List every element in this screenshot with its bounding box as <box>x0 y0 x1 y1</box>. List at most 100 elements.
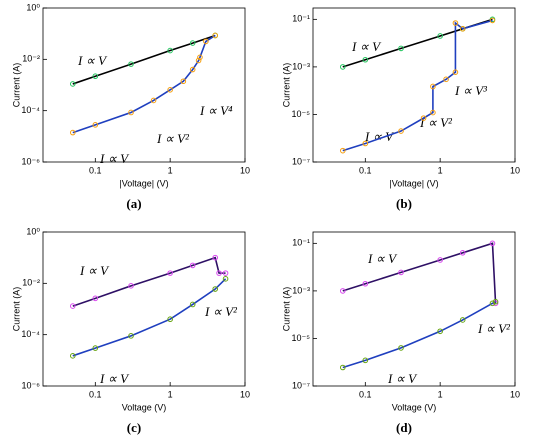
data-point <box>212 286 219 292</box>
y-tick-label: 10⁻² <box>22 54 40 64</box>
x-tick-label: 0.1 <box>89 389 102 399</box>
data-line <box>72 278 227 357</box>
data-point <box>128 333 134 339</box>
data-point <box>189 301 196 308</box>
data-point <box>203 38 209 45</box>
panel-caption: (d) <box>396 420 412 435</box>
annotation: I ∝ V <box>79 263 110 278</box>
panel-caption: (b) <box>396 196 412 211</box>
y-tick-label: 10⁻⁶ <box>22 156 41 166</box>
x-tick-label: 1 <box>438 389 443 399</box>
x-axis-label: Voltage (V) <box>122 402 167 412</box>
panel: 0.1 1 10 10⁰ 10⁻² 10⁻⁴ 10⁻⁶ |Voltage| (V) Curren… <box>11 2 250 211</box>
data-point <box>92 122 99 128</box>
y-axis-label: Current (A) <box>11 63 21 108</box>
data-point <box>150 97 157 104</box>
data-point <box>212 254 219 261</box>
annotation: I ∝ V <box>99 371 130 386</box>
x-tick-label: 10 <box>240 165 250 175</box>
panel: 0.1 1 10 10⁰ 10⁻² 10⁻⁴ 10⁻⁶ Voltage (V) Current … <box>11 226 250 435</box>
x-axis-label: |Voltage| (V) <box>389 178 438 188</box>
data-point <box>167 316 173 323</box>
data-point <box>69 353 76 359</box>
x-tick-label: 10 <box>510 165 520 175</box>
data-point <box>92 345 99 351</box>
data-point <box>437 328 443 335</box>
data-point <box>128 109 134 116</box>
data-point <box>339 147 346 154</box>
annotations: I ∝ V I ∝ V⁴ I ∝ V² I ∝ V I ∝ V I ∝ V³ I… <box>77 39 511 386</box>
data-point <box>420 115 427 121</box>
data-point <box>69 129 76 136</box>
data-point <box>430 83 436 90</box>
data-point <box>167 87 173 93</box>
x-tick-label: 1 <box>168 165 173 175</box>
y-tick-label: 10⁻⁵ <box>292 333 311 343</box>
data-point <box>222 270 229 276</box>
y-axis-label: Current (A) <box>281 63 291 108</box>
data-line <box>72 34 216 85</box>
y-tick-label: 10⁻⁴ <box>21 329 40 339</box>
data-point <box>197 54 203 61</box>
data-point <box>489 300 496 307</box>
data-point <box>339 288 346 294</box>
y-tick-label: 10⁻⁶ <box>22 380 41 390</box>
data-point <box>430 109 436 116</box>
y-axis-label: Current (A) <box>281 287 291 332</box>
y-tick-label: 10⁻³ <box>292 61 310 71</box>
data-point <box>452 69 459 75</box>
data-point <box>489 17 496 24</box>
data-point <box>452 20 459 26</box>
panel: 0.1 1 10 10⁻¹ 10⁻³ 10⁻⁵ 10⁻⁷ Voltage (V) Current… <box>281 231 520 435</box>
annotation: I ∝ V³ <box>454 83 488 98</box>
plot-frame <box>312 7 516 163</box>
data-point <box>212 32 219 39</box>
data-point <box>189 40 196 46</box>
data-point <box>362 280 369 287</box>
data-line <box>342 301 496 369</box>
data-point <box>489 240 496 247</box>
annotation: I ∝ V <box>351 39 382 54</box>
data-point <box>398 269 404 276</box>
data-point <box>437 257 443 263</box>
panel: 0.1 1 10 10⁻¹ 10⁻³ 10⁻⁵ 10⁻⁷ |Voltage| (V) Curre… <box>281 7 520 211</box>
x-tick-label: 1 <box>168 389 173 399</box>
data-point <box>437 33 443 39</box>
data-line <box>72 34 216 134</box>
annotation: I ∝ V <box>364 129 395 144</box>
data-point <box>167 270 173 276</box>
x-axis-label: Voltage (V) <box>392 402 437 412</box>
y-tick-label: 10⁻² <box>22 278 40 288</box>
data-point <box>362 56 369 63</box>
data-point <box>339 364 346 371</box>
data-point <box>180 78 187 85</box>
data-point <box>189 66 196 73</box>
data-point <box>189 262 196 269</box>
data-point <box>459 26 466 32</box>
x-tick-label: 10 <box>510 389 520 399</box>
annotation: I ∝ V <box>99 151 130 166</box>
plot-frame <box>312 231 516 387</box>
data-point <box>362 140 369 147</box>
data-point <box>92 73 99 80</box>
x-tick-label: 0.1 <box>359 165 372 175</box>
plot-frame <box>42 7 246 163</box>
data-point <box>92 295 99 302</box>
data-point <box>398 345 404 351</box>
x-tick-label: 0.1 <box>89 165 102 175</box>
y-tick-label: 10⁰ <box>26 2 40 12</box>
data-point <box>69 81 76 87</box>
y-tick-label: 10⁻⁷ <box>292 380 310 390</box>
x-tick-label: 10 <box>240 389 250 399</box>
annotation: I ∝ V² <box>419 115 453 130</box>
x-axis-label: |Voltage| (V) <box>119 178 168 188</box>
data-point <box>398 128 404 134</box>
data-point <box>69 303 76 309</box>
panel-caption: (c) <box>127 420 141 435</box>
data-point <box>443 76 449 83</box>
data-point <box>362 357 369 364</box>
annotation: I ∝ V <box>387 371 418 386</box>
data-point <box>492 298 499 305</box>
annotation: I ∝ V² <box>156 131 190 146</box>
